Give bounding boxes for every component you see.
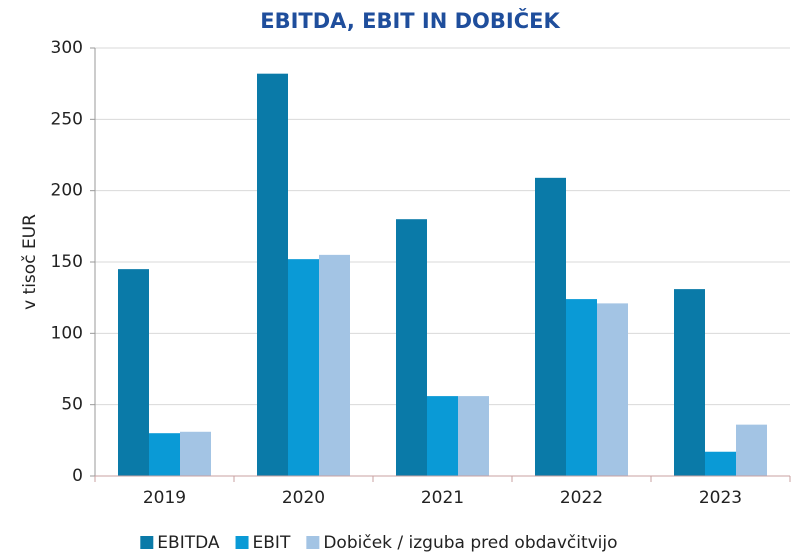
y-tick-label: 100 [51,323,83,343]
legend-swatch [306,536,320,549]
legend-swatch [235,536,249,549]
x-tick-label: 2019 [143,488,186,508]
legend-swatch [140,536,154,549]
bar [180,431,211,476]
x-tick-label: 2023 [699,488,742,508]
bar [674,289,705,476]
bar [736,424,767,476]
legend-label: Dobiček / izguba pred obdavčitvijo [323,533,617,553]
x-tick-label: 2022 [560,488,603,508]
legend-label: EBIT [253,533,291,553]
y-tick-label: 150 [51,252,83,272]
y-tick-label: 200 [51,181,83,201]
bar [396,219,427,476]
bar [427,396,458,476]
bar [458,396,489,476]
y-tick-label: 300 [51,38,83,58]
y-axis-label: v tisoč EUR [20,214,40,310]
x-tick-label: 2020 [282,488,325,508]
bar [705,451,736,476]
bar [257,73,288,477]
bar [118,269,149,476]
chart-title: EBITDA, EBIT IN DOBIČEK [260,8,560,33]
x-tick-label: 2021 [421,488,464,508]
y-tick-label: 50 [61,395,83,415]
bar [319,254,350,476]
bar [566,299,597,476]
legend-label: EBITDA [157,533,220,553]
y-tick-label: 0 [72,466,83,486]
bar [149,433,180,476]
bar [597,303,628,476]
y-tick-label: 250 [51,109,83,129]
bar [535,177,566,476]
bar [288,259,319,476]
